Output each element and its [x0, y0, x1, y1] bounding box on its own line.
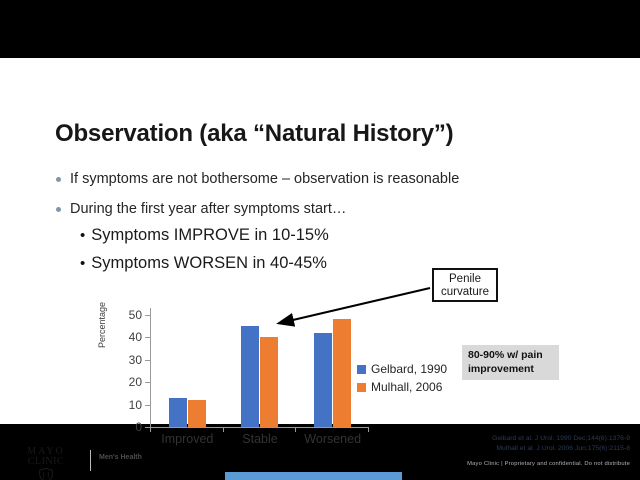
- chart-plot: [151, 315, 369, 427]
- legend-swatch: [357, 382, 366, 392]
- x-tick-mark: [295, 428, 297, 432]
- y-tick-mark: [145, 382, 150, 384]
- slide-title: Observation (aka “Natural History”): [55, 120, 454, 147]
- bullet-dot-icon: [56, 207, 61, 212]
- sub-bullet-text: Symptoms WORSEN in 40-45%: [91, 254, 327, 272]
- bar-worsened-gelbard: [314, 332, 333, 427]
- y-tick-mark: [145, 427, 150, 428]
- y-tick-mark: [145, 359, 150, 361]
- logo-text-mayo: MAYO: [27, 446, 65, 457]
- legend-entry: Mulhall, 2006: [357, 378, 447, 396]
- y-tick-mark: [145, 337, 150, 339]
- category-label: Worsened: [304, 432, 362, 446]
- bottom-blue-bar: [225, 472, 402, 480]
- y-tick-label: 20: [128, 375, 142, 390]
- mens-health-label: Men's Health: [99, 454, 142, 461]
- bar-worsened-mulhall: [333, 319, 352, 427]
- x-tick-mark: [150, 428, 151, 432]
- chart-y-axis-line: [150, 308, 151, 428]
- citations: Gelbard et al. J Urol. 1990 Dec;144(6):1…: [380, 434, 630, 454]
- pain-improvement-note: 80-90% w/ pain improvement: [462, 345, 559, 380]
- bar-group-worsened: [314, 319, 352, 427]
- y-tick-label: 0: [135, 420, 142, 434]
- x-tick-mark: [222, 428, 224, 432]
- bullet-dot-icon: •: [80, 227, 86, 244]
- bullet-observation-reasonable: If symptoms are not bothersome – observa…: [56, 170, 576, 189]
- chart-y-axis-label: Percentage: [97, 301, 107, 349]
- x-tick-mark: [368, 428, 369, 432]
- confidentiality-footer: Mayo Clinic | Proprietary and confidenti…: [467, 461, 630, 467]
- bullet-first-year: During the first year after symptoms sta…: [56, 200, 576, 219]
- y-tick-label: 30: [128, 352, 142, 367]
- y-tick-mark: [145, 315, 150, 316]
- category-label: Stable: [242, 432, 278, 446]
- sub-bullet-text: Symptoms IMPROVE in 10-15%: [91, 226, 329, 244]
- y-tick-label: 40: [128, 330, 142, 345]
- sub-bullet-improve: • Symptoms IMPROVE in 10-15%: [80, 225, 520, 246]
- y-tick-label: 50: [128, 308, 142, 322]
- bar-stable-gelbard: [241, 326, 260, 427]
- bar-improved-gelbard: [168, 397, 187, 427]
- bullet-dot-icon: [56, 177, 61, 182]
- category-label: Improved: [161, 432, 214, 446]
- bar-group-stable: [241, 326, 279, 427]
- callout-arrow-icon: [276, 287, 431, 327]
- chart-x-axis-line: [150, 427, 369, 428]
- legend-swatch: [357, 364, 366, 374]
- chart-category-labels: Improved Stable Worsened: [151, 432, 369, 446]
- bullet-dot-icon: •: [80, 255, 86, 272]
- legend-entry: Gelbard, 1990: [357, 360, 447, 378]
- callout-penile-curvature: Penile curvature: [432, 268, 498, 302]
- bullet-text: During the first year after symptoms sta…: [70, 201, 347, 217]
- bar-group-improved: [168, 397, 206, 427]
- y-tick-mark: [145, 404, 150, 406]
- citation-line: Mulhall et al. J Urol. 2006 Jun;175(6):2…: [496, 445, 630, 452]
- chart-legend: Gelbard, 1990 Mulhall, 2006: [357, 360, 447, 396]
- sub-bullet-worsen: • Symptoms WORSEN in 40-45%: [80, 253, 520, 274]
- shield-icon: [39, 467, 53, 480]
- citation-line: Gelbard et al. J Urol. 1990 Dec;144(6):1…: [492, 435, 630, 442]
- logo-divider: [90, 450, 91, 471]
- bar-improved-mulhall: [187, 400, 206, 427]
- legend-label: Mulhall, 2006: [371, 380, 443, 394]
- bullet-text: If symptoms are not bothersome – observa…: [70, 171, 460, 187]
- slide-background: Observation (aka “Natural History”) If s…: [0, 58, 640, 480]
- logo-text-clinic: CLINIC: [27, 456, 65, 467]
- mayo-clinic-logo: MAYO CLINIC: [12, 447, 80, 480]
- y-tick-label: 10: [128, 397, 142, 412]
- legend-label: Gelbard, 1990: [371, 362, 448, 376]
- bar-stable-mulhall: [260, 337, 279, 427]
